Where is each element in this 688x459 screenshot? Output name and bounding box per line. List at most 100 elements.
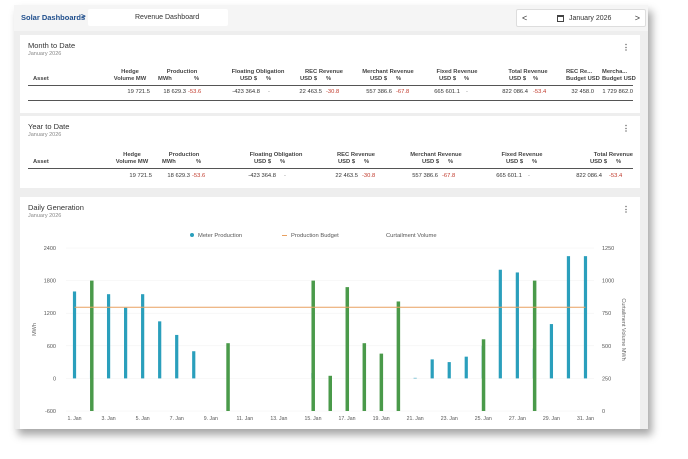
y2-tick-label: 750 xyxy=(602,311,611,317)
col-production[interactable]: Production xyxy=(168,152,200,158)
x-tick-label: 29. Jan xyxy=(543,416,560,422)
cell-fixed: 665 601.1 xyxy=(496,173,522,179)
col-production-pct: % xyxy=(194,76,200,82)
y2-axis-title: Curtailment Volume MWh xyxy=(620,298,626,360)
curtailment-bar xyxy=(328,375,332,411)
y-tick-label: 600 xyxy=(47,344,56,350)
cell-merchant: 557 386.6 xyxy=(366,89,392,95)
legend-curtailment-volume[interactable]: Curtailment Volume xyxy=(386,233,437,239)
meter-production-bar xyxy=(106,294,111,379)
cell-floating-pct: - xyxy=(268,89,270,95)
x-tick-label: 13. Jan xyxy=(270,416,287,422)
y-tick-label: 2400 xyxy=(44,246,56,252)
app-window: Solar Dashboards > Revenue Dashboard < J… xyxy=(14,5,648,429)
col-merchant-unit: USD $ xyxy=(370,76,388,82)
col-hedge-unit: Volume MW xyxy=(115,159,149,165)
meter-production-bar xyxy=(515,272,519,379)
col-floating-obligation[interactable]: Floating Obligation xyxy=(249,152,303,158)
more-options-icon[interactable]: ⋮ xyxy=(622,124,630,133)
cell-rec: 22 463.5 xyxy=(335,173,358,179)
x-tick-label: 3. Jan xyxy=(102,416,116,422)
legend-label: Meter Production xyxy=(198,233,243,239)
col-rec-budget[interactable]: REC Re... xyxy=(566,69,593,75)
legend-meter-production[interactable]: Meter Production xyxy=(190,233,242,239)
mtd-table: Asset Hedge Volume MW Production MWh % F… xyxy=(28,69,636,109)
col-floating-unit: USD $ xyxy=(240,76,258,82)
meter-production-bar xyxy=(158,321,162,379)
col-rec-budget-unit: Budget USD xyxy=(566,76,600,82)
cell-fixed-pct: - xyxy=(466,89,468,95)
more-options-icon[interactable]: ⋮ xyxy=(622,205,630,214)
breadcrumb-solar-dashboards[interactable]: Solar Dashboards xyxy=(21,13,86,22)
chevron-left-icon[interactable]: < xyxy=(522,13,528,23)
calendar-icon xyxy=(557,15,564,22)
col-floating-obligation[interactable]: Floating Obligation xyxy=(231,69,285,75)
col-merchant-pct: % xyxy=(448,159,454,165)
meter-production-bar xyxy=(498,269,502,379)
col-production[interactable]: Production xyxy=(166,69,198,75)
col-merchant-revenue[interactable]: Merchant Revenue xyxy=(410,152,462,158)
curtailment-bar xyxy=(90,280,94,411)
y2-tick-label: 250 xyxy=(602,376,611,382)
col-production-unit: MWh xyxy=(162,159,176,165)
cell-floating: -423 364.8 xyxy=(232,89,260,95)
cell-fixed-pct: - xyxy=(528,173,530,179)
cell-floating-pct: - xyxy=(284,173,286,179)
col-merchant-revenue[interactable]: Merchant Revenue xyxy=(362,69,414,75)
col-production-unit: MWh xyxy=(158,76,172,82)
legend-label: Production Budget xyxy=(291,233,339,239)
row-divider xyxy=(28,100,633,101)
more-options-icon[interactable]: ⋮ xyxy=(622,43,630,52)
cell-rec-pct: -30.8 xyxy=(362,173,376,179)
cell-merchant-budget: 1 729 862.0 xyxy=(602,89,633,95)
year-to-date-card: Year to Date January 2026 ⋮ Asset Hedge … xyxy=(20,116,640,188)
chevron-right-icon[interactable]: > xyxy=(634,13,640,23)
col-fixed-revenue[interactable]: Fixed Revenue xyxy=(501,152,543,158)
col-asset[interactable]: Asset xyxy=(33,159,49,165)
col-hedge[interactable]: Hedge xyxy=(121,69,139,75)
legend-production-budget[interactable]: Production Budget xyxy=(282,233,339,239)
col-asset[interactable]: Asset xyxy=(33,76,49,82)
cell-merchant: 557 386.6 xyxy=(412,173,438,179)
col-merchant-budget-unit: Budget USD xyxy=(602,76,636,82)
col-floating-unit: USD $ xyxy=(254,159,272,165)
cell-fixed: 665 601.1 xyxy=(434,89,460,95)
x-tick-label: 15. Jan xyxy=(304,416,321,422)
x-tick-label: 19. Jan xyxy=(373,416,390,422)
x-tick-label: 9. Jan xyxy=(204,416,218,422)
curtailment-bar xyxy=(311,280,315,411)
col-hedge-unit: Volume MW xyxy=(113,76,147,82)
col-rec-pct: % xyxy=(326,76,332,82)
col-fixed-revenue[interactable]: Fixed Revenue xyxy=(436,69,478,75)
card-subtitle: January 2026 xyxy=(28,132,62,138)
cell-total-pct: -53.4 xyxy=(609,173,623,179)
col-merchant-pct: % xyxy=(396,76,402,82)
y2-tick-label: 0 xyxy=(602,409,605,415)
col-rec-revenue[interactable]: REC Revenue xyxy=(336,152,375,158)
meter-production-bar xyxy=(141,294,145,379)
meter-production-bar xyxy=(124,307,128,379)
card-subtitle: January 2026 xyxy=(28,213,62,219)
col-merchant-budget[interactable]: Mercha... xyxy=(602,69,628,75)
date-picker[interactable]: < January 2026 > xyxy=(516,9,646,27)
curtailment-bar xyxy=(226,343,230,411)
cell-rec-budget: 32 458.0 xyxy=(571,89,594,95)
col-total-pct: % xyxy=(616,159,622,165)
breadcrumb-separator: > xyxy=(81,12,86,21)
col-rec-revenue[interactable]: REC Revenue xyxy=(304,69,343,75)
col-rec-unit: USD $ xyxy=(338,159,356,165)
y-tick-label: -600 xyxy=(45,409,56,415)
tab-revenue-dashboard[interactable]: Revenue Dashboard xyxy=(88,9,228,26)
legend-dot-icon xyxy=(190,233,194,238)
col-fixed-unit: USD $ xyxy=(506,159,524,165)
col-total-revenue[interactable]: Total Revenue xyxy=(593,152,633,158)
y2-tick-label: 500 xyxy=(602,344,611,350)
cell-production-pct: -53.6 xyxy=(188,89,202,95)
cell-hedge: 19 721.5 xyxy=(127,89,150,95)
col-hedge[interactable]: Hedge xyxy=(123,152,141,158)
col-total-unit: USD $ xyxy=(509,76,527,82)
x-tick-label: 17. Jan xyxy=(339,416,356,422)
x-tick-label: 31. Jan xyxy=(577,416,594,422)
col-total-revenue[interactable]: Total Revenue xyxy=(508,69,548,75)
cell-merchant-pct: -67.8 xyxy=(442,173,456,179)
